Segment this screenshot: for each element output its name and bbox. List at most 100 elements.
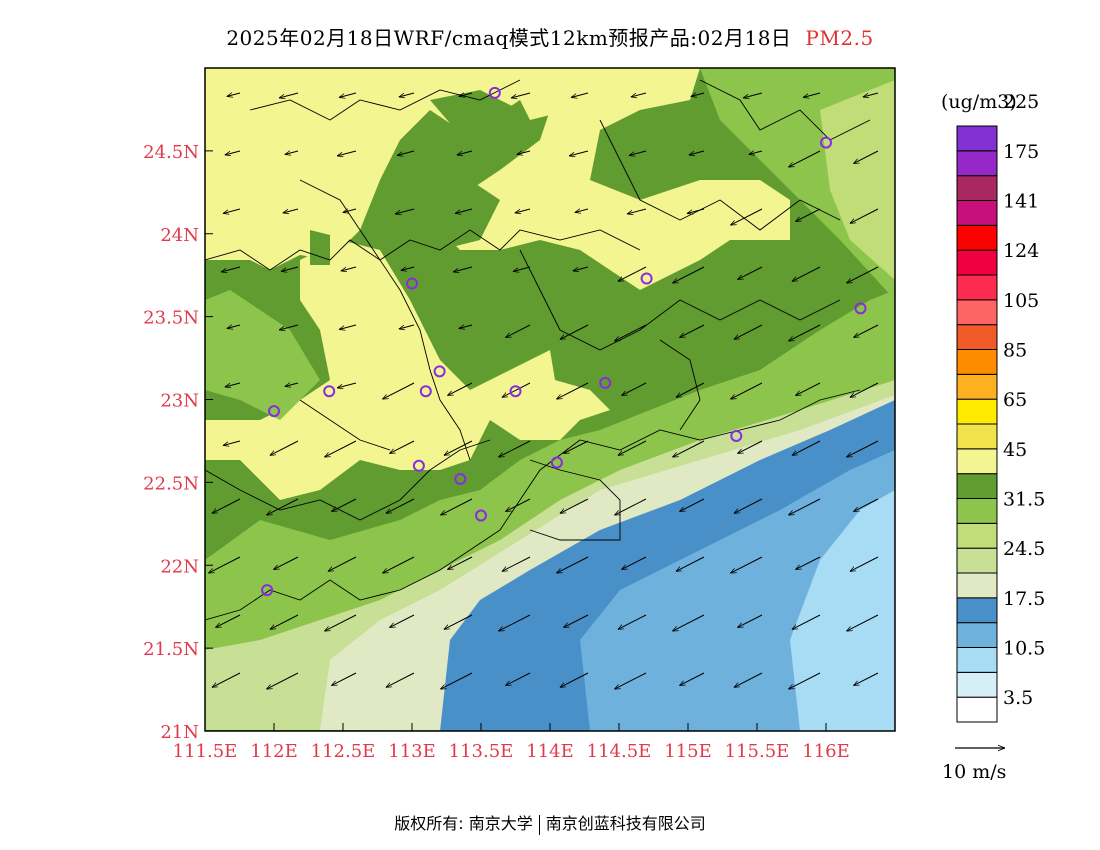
wind-legend-label: 10 m/s [942, 761, 1006, 783]
wind-arrow [737, 440, 763, 455]
wind-arrow [749, 151, 763, 155]
x-tick-label: 115.5E [725, 741, 790, 762]
wind-arrow [270, 614, 299, 630]
colorbar-label: 85 [1003, 340, 1027, 362]
wind-arrow [676, 382, 705, 398]
station-marker [550, 456, 563, 469]
wind-arrow [575, 209, 589, 213]
colorbar-segment [956, 324, 998, 350]
colorbar-segment [956, 200, 998, 226]
colorbar-unit: (ug/m3) [941, 91, 1017, 113]
wind-arrow [788, 672, 821, 690]
wind-arrow [389, 614, 415, 629]
wind-arrow [730, 208, 763, 226]
wind-arrow [285, 383, 299, 387]
x-tick-label: 114E [526, 741, 574, 762]
wind-arrow [498, 614, 531, 632]
wind-arrow [382, 382, 415, 400]
wind-arrow [691, 93, 705, 97]
wind-arrow [221, 266, 241, 272]
wind-arrow [337, 150, 357, 156]
colorbar-segment [956, 448, 998, 475]
wind-arrow [734, 498, 763, 514]
colorbar-segment [956, 547, 998, 574]
title-main: 2025年02月18日WRF/cmaq模式12km预报产品:02月18日 [226, 26, 792, 50]
wind-arrow [444, 440, 473, 456]
footer-separator [538, 814, 540, 835]
station-marker [261, 584, 274, 597]
colorbar-segment [956, 150, 998, 177]
wind-arrow [455, 208, 473, 214]
wind-arrow [440, 672, 473, 690]
wind-arrow [273, 556, 299, 571]
wind-arrow [339, 324, 357, 330]
colorbar-segment [956, 647, 998, 673]
wind-arrow [266, 672, 299, 690]
wind-arrow [795, 382, 821, 397]
wind-arrow [556, 556, 589, 574]
wind-arrow [502, 382, 531, 398]
wind-arrow [853, 150, 879, 165]
wind-arrow [399, 324, 415, 329]
wind-arrow [614, 672, 647, 690]
wind-arrow [212, 498, 241, 514]
x-tick-label: 113E [388, 741, 436, 762]
wind-arrow [853, 672, 879, 687]
colorbar-segment [956, 671, 998, 698]
wind-arrow [208, 556, 241, 574]
high-pm-region [205, 68, 790, 290]
wind-arrow [737, 614, 763, 629]
wind-arrow [395, 208, 415, 214]
wind-arrow [795, 556, 821, 571]
wind-arrow [730, 382, 763, 400]
wind-arrow [339, 92, 357, 98]
station-marker [419, 385, 432, 398]
wind-arrow [563, 614, 589, 629]
wind-arrow [853, 324, 879, 339]
wind-arrow [227, 325, 241, 329]
wind-arrow [560, 498, 589, 514]
concentration-field [205, 68, 895, 731]
x-tick-label: 115E [664, 741, 712, 762]
y-tick-label: 23N [160, 391, 199, 412]
wind-arrow [788, 150, 821, 168]
wind-arrow [513, 266, 531, 272]
wind-arrow [517, 151, 531, 155]
station-marker [509, 385, 522, 398]
colorbar-segment [956, 349, 998, 375]
wind-arrow [734, 324, 763, 340]
wind-arrow [850, 382, 879, 398]
station-marker [640, 272, 653, 285]
colorbar-label: 3.5 [1003, 687, 1033, 709]
wind-vectors [208, 92, 879, 731]
y-tick-label: 21.5N [143, 639, 199, 660]
colorbar-label: 31.5 [1003, 489, 1045, 511]
wind-arrow [215, 614, 241, 629]
colorbar-label: 65 [1003, 389, 1027, 411]
wind-arrow [341, 266, 357, 271]
wind-arrow [270, 440, 299, 456]
wind-arrow [795, 208, 821, 223]
wind-arrow [614, 324, 647, 342]
wind-arrow [792, 266, 821, 282]
wind-arrow [505, 672, 531, 687]
colorbar-label: 124 [1003, 240, 1039, 262]
wind-arrow [563, 440, 589, 455]
wind-arrow [399, 92, 415, 97]
x-tick-label: 112.5E [311, 741, 376, 762]
colorbar-label: 141 [1003, 191, 1039, 213]
map-title: 2025年02月18日WRF/cmaq模式12km预报产品:02月18日 PM2.… [0, 22, 1100, 51]
wind-arrow [621, 556, 647, 571]
wind-arrow [573, 266, 589, 271]
wind-arrow [853, 498, 879, 513]
wind-arrow [672, 614, 705, 632]
wind-arrow [621, 382, 647, 397]
station-markers [261, 86, 867, 597]
x-axis: 111.5E 112E 112.5E 113E 113.5E 114E 114.5E 115E… [173, 723, 850, 762]
wind-arrow [328, 556, 357, 572]
wind-arrow [687, 208, 705, 214]
wind-arrow [629, 150, 647, 156]
station-marker [475, 509, 487, 522]
wind-arrow [803, 92, 821, 98]
